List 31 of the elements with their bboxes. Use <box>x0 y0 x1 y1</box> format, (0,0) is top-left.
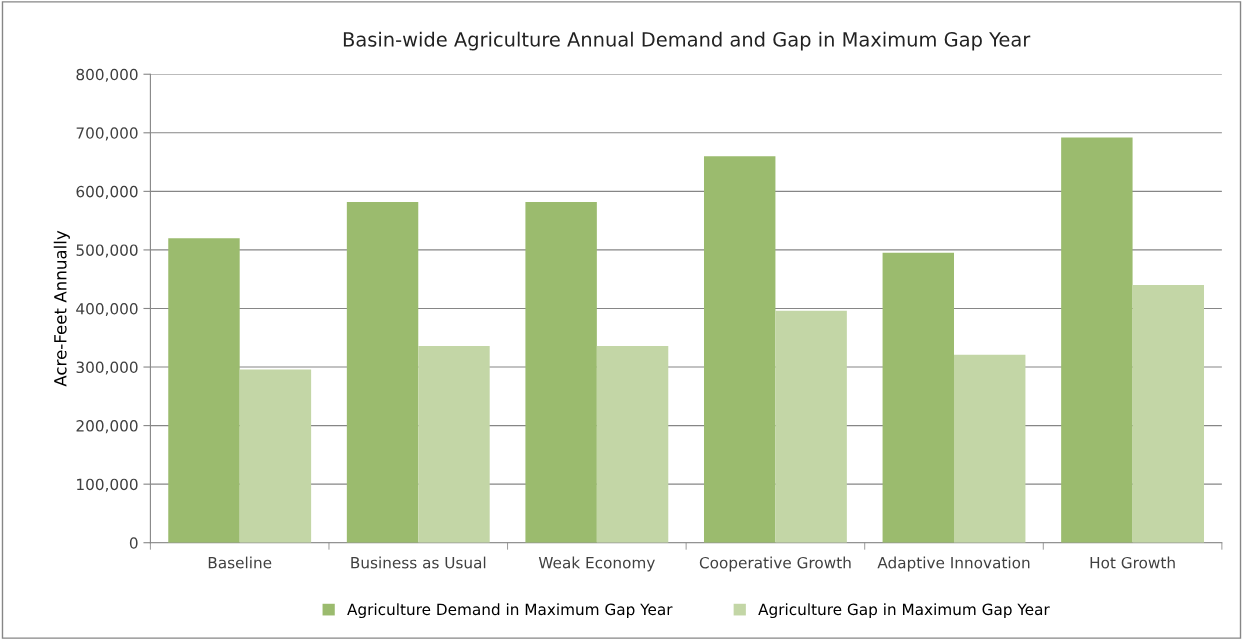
y-tick-label: 0 <box>129 537 138 549</box>
y-tick-label: 100,000 <box>77 478 138 492</box>
y-tick-label: 500,000 <box>76 244 138 258</box>
bar <box>239 369 312 543</box>
x-tick-label: Adaptive Innovation <box>877 556 1030 572</box>
x-tick-label: Hot Growth <box>1090 556 1175 569</box>
x-tick-label: Cooperative Growth <box>699 556 851 572</box>
bar <box>596 345 669 543</box>
bar <box>346 201 419 543</box>
bar <box>954 354 1026 543</box>
x-tick-label: Business as Usual <box>351 556 486 569</box>
x-tick-label: Baseline <box>208 556 272 569</box>
legend-label: Agriculture Demand in Maximum Gap Year <box>347 603 673 619</box>
bar <box>703 156 776 543</box>
bar <box>1061 137 1133 543</box>
y-tick-label: 400,000 <box>76 302 138 317</box>
y-tick-label: 800,000 <box>76 68 138 82</box>
x-tick-label: Weak Economy <box>538 556 655 572</box>
bar <box>418 345 490 543</box>
bar <box>775 310 847 543</box>
y-tick-label: 700,000 <box>76 127 138 141</box>
y-tick-label: 300,000 <box>76 361 138 375</box>
y-tick-label: 200,000 <box>76 420 138 434</box>
bar <box>168 238 240 543</box>
bar <box>1132 285 1205 543</box>
bar <box>882 252 954 543</box>
legend-label: Agriculture Gap in Maximum Gap Year <box>758 603 1050 619</box>
y-tick-label: 600,000 <box>76 185 138 199</box>
y-axis-title: Acre-Feet Annually <box>53 230 70 387</box>
chart-title: Basin-wide Agriculture Annual Demand and Gap in Maximum Gap Year <box>343 31 1031 51</box>
bar <box>525 201 597 543</box>
